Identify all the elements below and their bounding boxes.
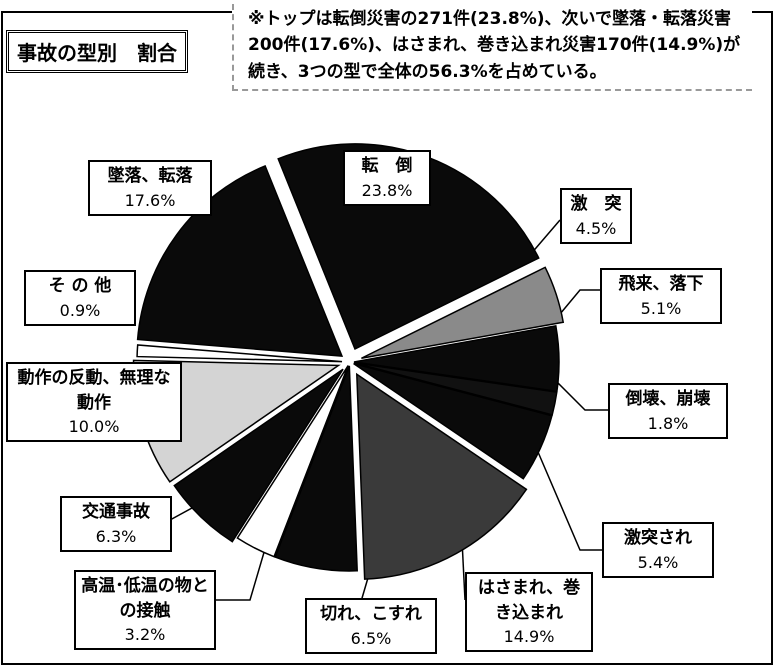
category-label: 激突され — [624, 528, 692, 548]
category-label: 倒壊、崩壊 — [625, 389, 711, 409]
data-label: 高温･低温の物との接触 3.2% — [74, 570, 216, 651]
data-label: 交通事故 6.3% — [60, 496, 172, 552]
category-label: 飛来、落下 — [618, 274, 704, 294]
leader — [554, 289, 605, 321]
pie-slice — [236, 365, 349, 558]
data-label: 墜落、転落 17.6% — [88, 160, 212, 216]
value-label: 5.4% — [637, 552, 679, 572]
value-label: 0.9% — [59, 300, 101, 320]
annotation: ※トップは転倒災害の271件(23.8%)、次いで墜落・転落災害200件(17.… — [232, 4, 752, 92]
value-label: 6.5% — [350, 628, 392, 648]
value-label: 14.9% — [503, 627, 555, 647]
pie-slice — [353, 362, 558, 416]
category-label: 切れ、こすれ — [320, 604, 422, 624]
value-label: 1.8% — [647, 413, 689, 433]
data-label: 転 倒 23.8% — [343, 150, 431, 206]
category-label: そ の 他 — [48, 276, 112, 296]
chart-title: 事故の型別 割合 — [6, 30, 188, 73]
pie-slice — [355, 372, 528, 580]
category-label: 激 突 — [570, 194, 622, 214]
value-label: 4.5% — [575, 218, 617, 238]
pie-slice — [361, 266, 565, 359]
value-label: 6.3% — [95, 526, 137, 546]
pie-slice — [353, 362, 553, 480]
data-label: 激 突 4.5% — [560, 188, 632, 244]
data-label: はさまれ、巻き込まれ 14.9% — [465, 572, 593, 653]
value-label: 3.2% — [124, 625, 166, 645]
data-label: 切れ、こすれ 6.5% — [305, 598, 437, 654]
data-label: そ の 他 0.9% — [24, 270, 136, 326]
pie-slice — [173, 368, 344, 543]
category-label: 転 倒 — [361, 156, 413, 176]
value-label: 17.6% — [124, 190, 176, 210]
pie-slice — [353, 325, 560, 393]
data-label: 動作の反動、無理な動作 10.0% — [6, 362, 182, 443]
category-label: 墜落、転落 — [107, 166, 193, 186]
category-label: 高温･低温の物との接触 — [81, 576, 209, 621]
pie-slice — [136, 344, 343, 363]
value-label: 5.1% — [640, 298, 682, 318]
pie-slice — [136, 165, 344, 357]
value-label: 23.8% — [361, 180, 413, 200]
category-label: 動作の反動、無理な動作 — [17, 368, 171, 413]
data-label: 激突され 5.4% — [602, 522, 714, 578]
leader — [529, 219, 561, 256]
category-label: 交通事故 — [82, 502, 150, 522]
data-label: 倒壊、崩壊 1.8% — [608, 383, 728, 439]
category-label: はさまれ、巻き込まれ — [477, 578, 581, 623]
leader — [549, 374, 610, 411]
data-label: 飛来、落下 5.1% — [600, 268, 722, 324]
value-label: 10.0% — [68, 417, 120, 437]
pie-slice — [274, 365, 358, 572]
leader — [534, 444, 605, 551]
